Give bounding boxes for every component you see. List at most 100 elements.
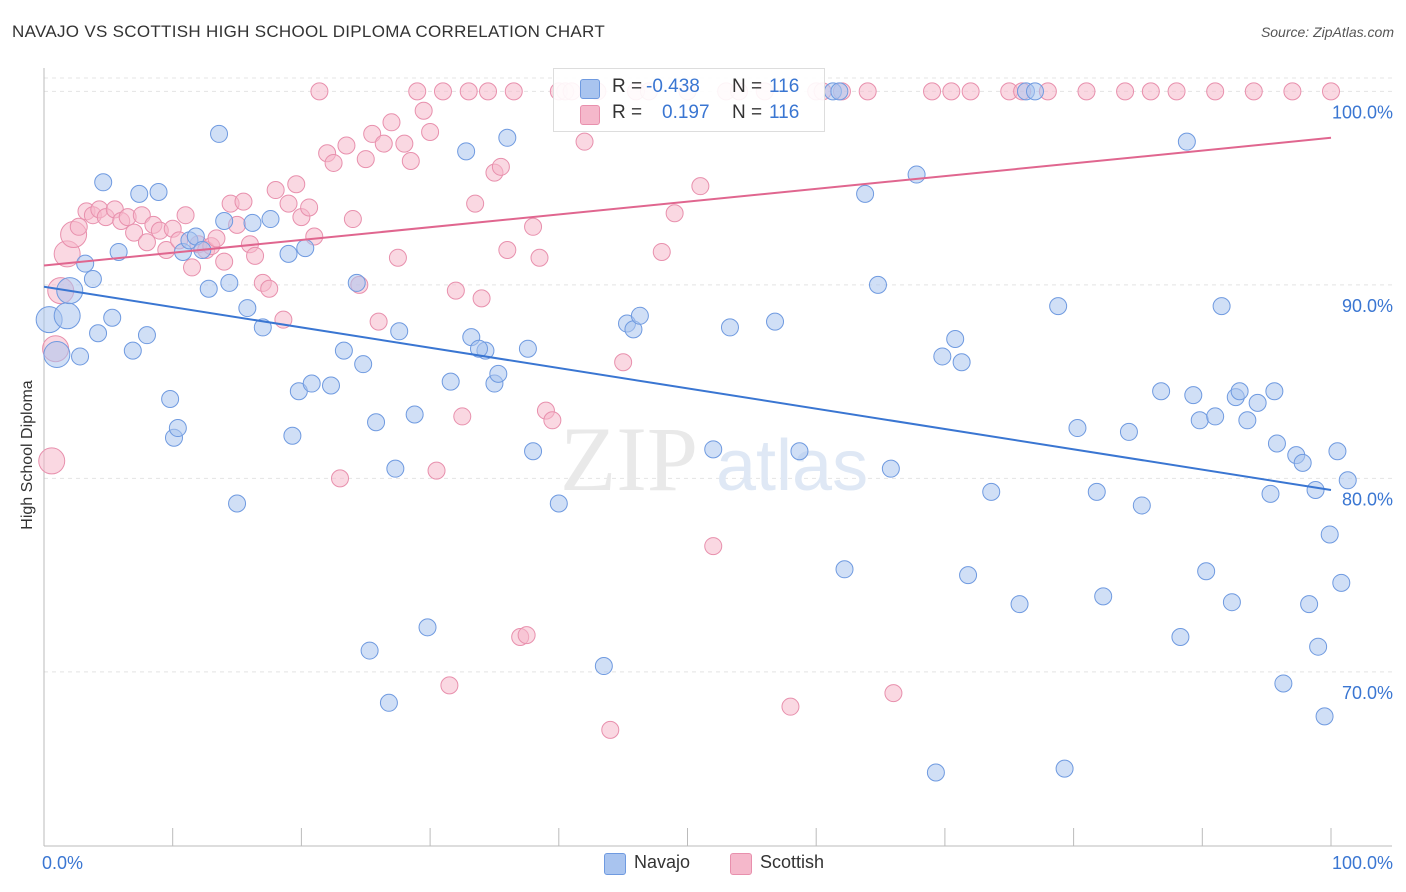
navajo-point [1238,411,1257,430]
n-value: 116 [769,76,800,97]
navajo-point [1265,382,1284,401]
navajo-point [261,210,280,229]
navajo-point [215,211,234,230]
navajo-point [1171,628,1190,647]
navajo-point [868,275,887,294]
scottish-point [287,175,306,194]
scottish-point [504,82,523,101]
r-label: R = [612,76,643,97]
navajo-point [881,459,900,478]
scottish-point [923,82,942,101]
scottish-point [1322,82,1340,101]
navajo-point [1025,82,1044,101]
navajo-point [379,693,398,712]
scottish-point [69,217,88,236]
scottish-point [614,353,633,372]
navajo-point [94,173,113,192]
navajo-point [498,128,517,147]
navajo-point [720,318,739,337]
navajo-point [53,302,81,330]
navajo-point [76,254,95,273]
y-tick-label: 80.0% [1342,489,1393,509]
scottish-point [459,82,478,101]
navajo-point [347,273,366,292]
navajo-point [1248,393,1267,412]
source-credit: Source: ZipAtlas.com [1260,24,1394,40]
navajo-point [161,390,180,409]
navajo-point [334,341,353,360]
navajo-point [1230,382,1249,401]
tick-labels: 100.0% 90.0% 80.0% 70.0% 0.0% 100.0% [42,102,1393,873]
navajo-point [594,657,613,676]
scottish-point [300,198,319,217]
scottish-point [781,697,800,716]
scottish-point [652,242,671,261]
scottish-point [246,246,265,265]
scottish-point [125,223,144,242]
scottish-point [884,684,903,703]
scottish-point [421,122,440,141]
scottish-point [665,204,684,223]
navajo-point [1152,382,1171,401]
navajo-point [89,324,108,343]
n-label: N = [732,102,763,123]
scottish-point [279,194,298,213]
navajo-point [1068,419,1087,438]
navajo-point [441,372,460,391]
navajo-point [199,279,218,298]
navajo-point [1010,595,1029,614]
scottish-swatch [580,105,600,125]
navajo-point [71,347,90,366]
scottish-point [1167,82,1186,101]
scottish-point [382,113,401,132]
scottish-trend-line [43,136,1332,267]
navajo-point [1309,637,1328,656]
x-tick-label: 100.0% [1332,853,1393,873]
scottish-point [491,157,510,176]
scottish-point [601,720,620,739]
scottish-point [207,229,226,248]
scottish-point [446,281,465,300]
navajo-point [790,442,809,461]
scottish-point [363,124,382,143]
navajo-point [489,364,508,383]
navajo-trend-line [43,285,1332,491]
scottish-point [427,461,446,480]
navajo-point [137,326,156,345]
navajo-point [1055,759,1074,778]
scottish-point [395,134,414,153]
navajo-point [168,419,187,438]
navajo-point [1261,484,1280,503]
scottish-point [1116,82,1135,101]
scottish-point [414,101,433,120]
scottish-point [691,177,710,196]
navajo-point [1087,482,1106,501]
navajo-point [210,124,229,143]
navajo-point [386,459,405,478]
navajo-point [1328,442,1347,461]
navajo-point [982,482,1001,501]
scottish-point [1244,82,1263,101]
y-tick-label: 70.0% [1342,683,1393,703]
navajo-point [926,763,945,782]
scottish-point [176,206,195,225]
navajo-point [390,322,409,341]
navajo-point [1293,453,1312,472]
navajo-point [524,442,543,461]
navajo-point [830,82,849,101]
scottish-legend-swatch [730,853,752,875]
navajo-point [1267,434,1286,453]
scottish-point [858,82,877,101]
navajo-point [1300,595,1319,614]
scottish-point [310,82,329,101]
navajo-point [405,405,424,424]
r-value: 0.197 [662,102,710,123]
scottish-point [517,626,536,645]
navajo-legend-swatch [604,853,626,875]
navajo-point [1132,496,1151,515]
navajo-point [1094,587,1113,606]
navajo-point [228,494,247,513]
navajo-point [1119,422,1138,441]
scottish-point [543,411,562,430]
navajo-point [302,374,321,393]
